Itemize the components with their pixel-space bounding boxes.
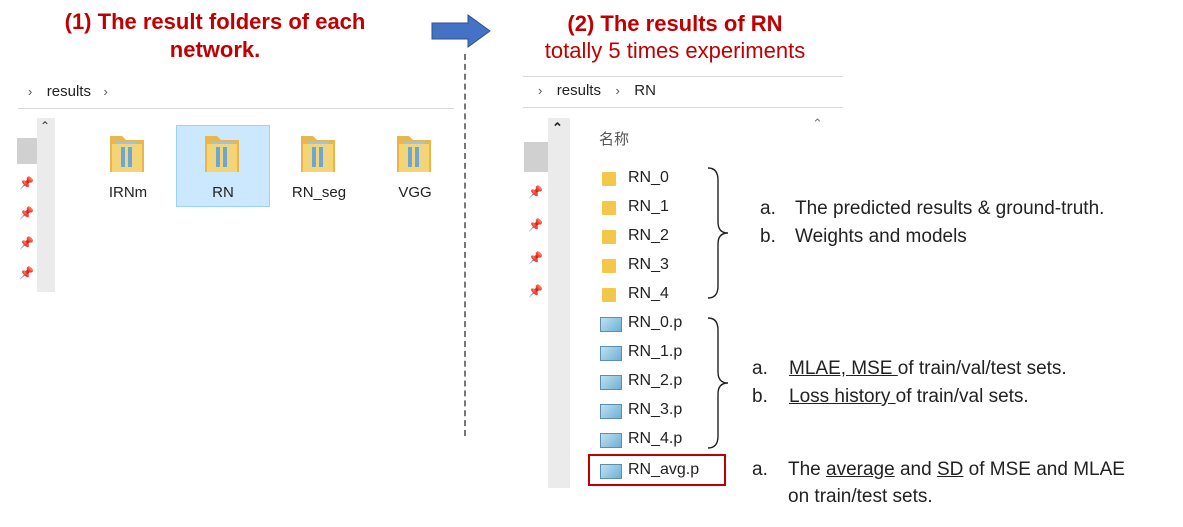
- nav-quick-access-block: [17, 138, 37, 164]
- left-breadcrumb: › results ›: [28, 83, 108, 103]
- file-icon: [600, 404, 622, 419]
- divider: [18, 108, 454, 109]
- chevron-right-icon[interactable]: ›: [28, 84, 33, 99]
- chevron-right-icon[interactable]: ›: [615, 83, 620, 98]
- folder-icon: [397, 136, 431, 172]
- note-text: of train/val sets.: [895, 386, 1029, 407]
- note-avg: a. The average and SD of MSE and MLAE: [752, 459, 1125, 481]
- dashed-separator: [464, 54, 466, 436]
- pin-icon[interactable]: 📌: [528, 284, 543, 298]
- folder-small-icon: [602, 259, 616, 273]
- note-marker: a.: [760, 198, 776, 219]
- pin-icon[interactable]: 📌: [528, 218, 543, 232]
- nav-scrollbar-track[interactable]: [548, 118, 570, 488]
- note-text: The predicted results & ground-truth.: [795, 198, 1105, 219]
- note-text-group: The average and SD of MSE and MLAE: [788, 459, 1125, 481]
- divider: [523, 76, 843, 77]
- breadcrumb-item-results[interactable]: results: [556, 82, 601, 99]
- scroll-up-icon[interactable]: ⌃: [40, 119, 51, 133]
- nav-quick-access-block: [524, 142, 548, 172]
- folder-small-icon: [602, 230, 616, 244]
- note-folders-a: a. The predicted results & ground-truth.: [760, 198, 1104, 220]
- note-underlined-text: SD: [936, 459, 964, 480]
- note-text: of train/val/test sets.: [897, 358, 1067, 379]
- folder-row-label: RN_0: [628, 169, 669, 186]
- brace-files: [707, 317, 729, 449]
- file-icon: [600, 346, 622, 361]
- folder-small-icon: [602, 172, 616, 186]
- column-header-name[interactable]: 名称: [599, 131, 630, 148]
- file-icon: [600, 464, 622, 479]
- file-icon: [600, 375, 622, 390]
- pin-icon[interactable]: 📌: [19, 236, 34, 250]
- file-row-label: RN_avg.p: [628, 461, 700, 478]
- pin-icon[interactable]: 📌: [528, 185, 543, 199]
- note-marker: a.: [752, 459, 768, 480]
- folder-small-icon: [602, 201, 616, 215]
- file-icon: [600, 317, 622, 332]
- folder-icon: [110, 136, 144, 172]
- folder-small-icon: [602, 288, 616, 302]
- folder-tile-rn[interactable]: RN: [176, 125, 270, 207]
- brace-folders: [707, 167, 729, 299]
- file-icon: [600, 433, 622, 448]
- folder-row-label: RN_1: [628, 198, 669, 215]
- breadcrumb-item-rn[interactable]: RN: [634, 82, 656, 99]
- file-row-label: RN_2.p: [628, 372, 683, 389]
- note-marker: b.: [752, 386, 768, 407]
- note-text-group: Loss history of train/val sets.: [789, 386, 1029, 408]
- file-row-label: RN_4.p: [628, 430, 683, 447]
- folder-row-label: RN_3: [628, 256, 669, 273]
- note-underlined-text: Loss history: [789, 386, 896, 407]
- nav-scrollbar-track[interactable]: [37, 118, 55, 292]
- note-text: The: [788, 459, 827, 480]
- pin-icon[interactable]: 📌: [19, 176, 34, 190]
- note-underlined-text: MLAE, MSE: [789, 358, 898, 379]
- note-files-a: a. MLAE, MSE of train/val/test sets.: [752, 358, 1067, 380]
- folder-icon: [301, 136, 335, 172]
- note-avg-line2: on train/test sets.: [788, 486, 933, 507]
- arrow-right-icon: [431, 14, 491, 48]
- file-row-label: RN_3.p: [628, 401, 683, 418]
- chevron-right-icon[interactable]: ›: [103, 84, 108, 99]
- note-marker: b.: [760, 226, 776, 247]
- note-files-b: b. Loss history of train/val sets.: [752, 386, 1029, 408]
- note-text: of MSE and MLAE: [963, 459, 1125, 480]
- divider: [523, 107, 843, 108]
- folder-label: IRNm: [108, 184, 148, 201]
- folder-label: RN_seg: [291, 184, 347, 201]
- avg-file-highlight-box[interactable]: RN_avg.p: [588, 454, 726, 486]
- note-marker: a.: [752, 358, 768, 379]
- note-text: and: [894, 459, 937, 480]
- note-underlined-text: average: [826, 459, 895, 480]
- file-row-label: RN_0.p: [628, 314, 683, 331]
- folder-tile-vgg[interactable]: VGG: [368, 125, 462, 207]
- right-panel-title: (2) The results of RN: [567, 11, 783, 36]
- note-folders-b: b. Weights and models: [760, 226, 967, 248]
- folder-row-label: RN_2: [628, 227, 669, 244]
- scroll-up-icon[interactable]: ⌃: [552, 120, 563, 135]
- right-breadcrumb: › results › RN: [538, 82, 656, 102]
- note-text-group: MLAE, MSE of train/val/test sets.: [789, 358, 1067, 380]
- folder-label: RN: [212, 184, 234, 201]
- file-row-label: RN_1.p: [628, 343, 683, 360]
- folder-label: VGG: [398, 184, 432, 201]
- sort-chevron-icon[interactable]: ⌃: [812, 116, 823, 131]
- pin-icon[interactable]: 📌: [19, 206, 34, 220]
- folder-row-label: RN_4: [628, 285, 669, 302]
- breadcrumb-item-results[interactable]: results: [46, 83, 91, 100]
- note-text: Weights and models: [795, 226, 967, 247]
- folder-tile-rn-seg[interactable]: RN_seg: [272, 125, 366, 207]
- right-panel-subtitle: totally 5 times experiments: [544, 38, 806, 63]
- left-panel-title: (1) The result folders of each network.: [64, 9, 366, 62]
- folder-tile-irnm[interactable]: IRNm: [81, 125, 175, 207]
- folder-icon: [205, 136, 239, 172]
- pin-icon[interactable]: 📌: [19, 266, 34, 280]
- chevron-right-icon[interactable]: ›: [538, 83, 543, 98]
- pin-icon[interactable]: 📌: [528, 251, 543, 265]
